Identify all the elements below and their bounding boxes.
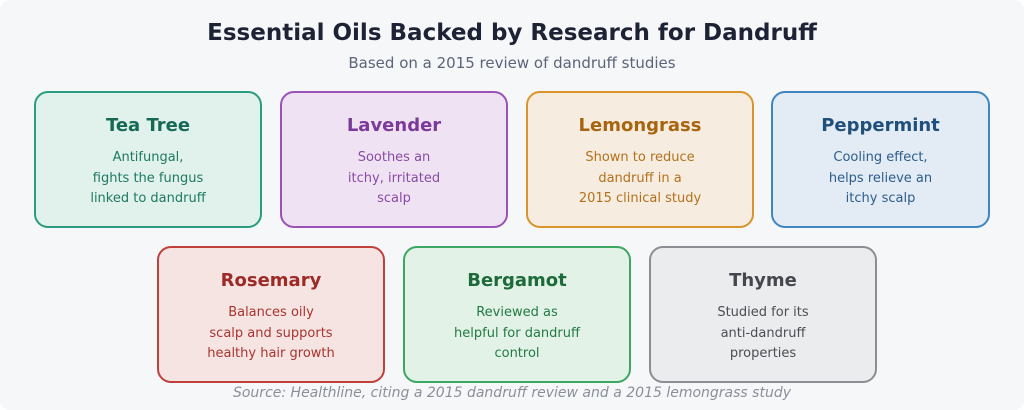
- description-line: helpful for dandruff: [454, 325, 580, 341]
- oil-name: Thyme: [729, 270, 797, 291]
- oil-card-peppermint: Peppermint Cooling effect, helps relieve…: [771, 91, 990, 228]
- oil-name: Bergamot: [467, 270, 567, 291]
- description-line: itchy scalp: [845, 191, 916, 206]
- oil-card-tea-tree: Tea Tree Antifungal, fights the fungus l…: [34, 91, 262, 228]
- oil-name: Lavender: [346, 115, 442, 136]
- description-line: scalp: [377, 191, 411, 206]
- oil-description: Soothes an itchy, irritated scalp: [282, 148, 506, 210]
- oil-card-thyme: Thyme Studied for its anti-dandruff prop…: [649, 246, 877, 383]
- description-line: healthy hair growth: [207, 346, 335, 361]
- description-line: Soothes an: [357, 150, 431, 165]
- oil-description: Shown to reduce dandruff in a 2015 clini…: [528, 148, 752, 210]
- description-line: Cooling effect,: [833, 150, 928, 165]
- description-line: Antifungal,: [112, 150, 184, 165]
- source-citation: Source: Healthline, citing a 2015 dandru…: [232, 385, 791, 401]
- oil-description: Balances oily scalp and supports healthy…: [159, 303, 383, 365]
- description-line: dandruff in a: [598, 170, 682, 186]
- description-line: Reviewed as: [476, 305, 558, 320]
- oil-description: Reviewed as helpful for dandruff control: [405, 303, 629, 365]
- description-line: Studied for its: [717, 305, 809, 320]
- description-line: control: [494, 346, 540, 361]
- description-line: 2015 clinical study: [578, 191, 702, 206]
- oil-card-lavender: Lavender Soothes an itchy, irritated sca…: [280, 91, 508, 228]
- description-line: fights the fungus: [92, 170, 204, 186]
- description-line: helps relieve an: [828, 170, 933, 186]
- oil-description: Antifungal, fights the fungus linked to …: [36, 148, 260, 210]
- description-line: linked to dandruff: [90, 191, 206, 206]
- oil-card-lemongrass: Lemongrass Shown to reduce dandruff in a…: [526, 91, 754, 228]
- page-subtitle: Based on a 2015 review of dandruff studi…: [348, 54, 676, 72]
- oil-description: Studied for its anti-dandruff properties: [651, 303, 875, 365]
- oil-name: Lemongrass: [578, 115, 702, 136]
- description-line: Balances oily: [228, 305, 314, 320]
- oil-card-rosemary: Rosemary Balances oily scalp and support…: [157, 246, 385, 383]
- oil-name: Tea Tree: [105, 115, 191, 136]
- description-line: anti-dandruff: [720, 325, 806, 341]
- oil-name: Peppermint: [821, 115, 940, 136]
- description-line: scalp and supports: [209, 325, 333, 341]
- description-line: properties: [729, 346, 797, 361]
- oil-name: Rosemary: [220, 270, 322, 291]
- description-line: itchy, irritated: [347, 170, 441, 186]
- oil-card-bergamot: Bergamot Reviewed as helpful for dandruf…: [403, 246, 631, 383]
- page-title: Essential Oils Backed by Research for Da…: [207, 20, 817, 46]
- description-line: Shown to reduce: [585, 150, 695, 165]
- oil-description: Cooling effect, helps relieve an itchy s…: [773, 148, 988, 210]
